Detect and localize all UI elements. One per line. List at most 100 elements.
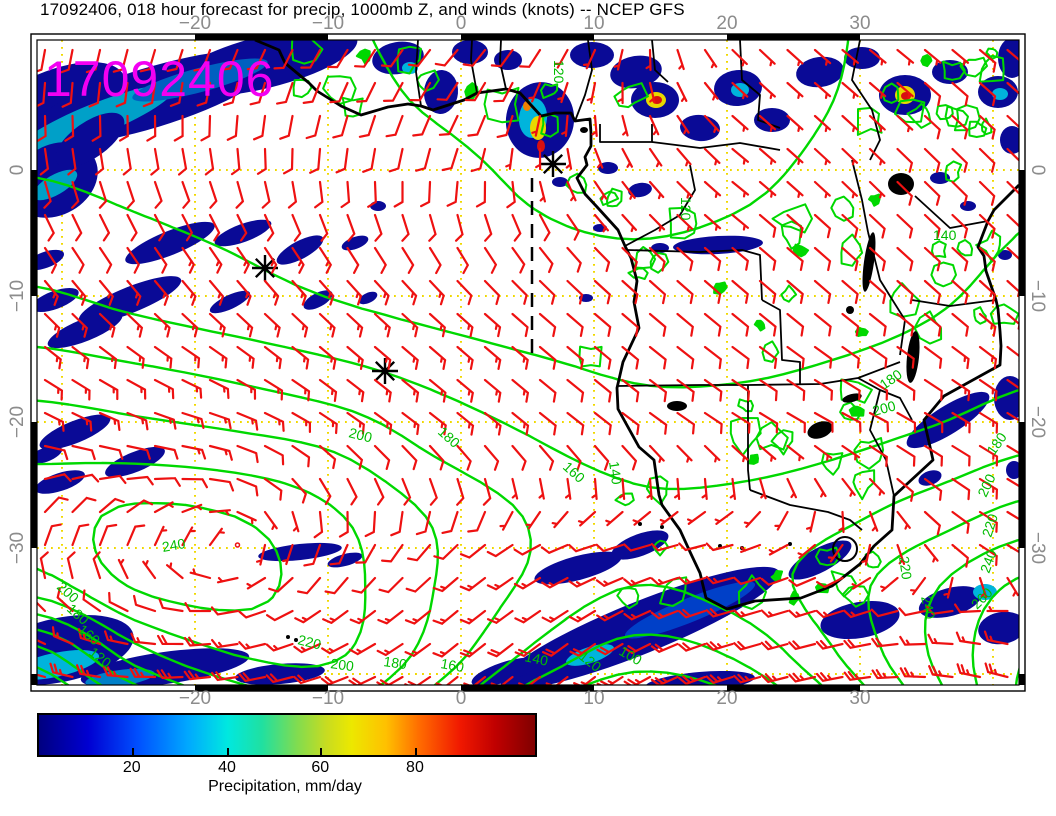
colorbar-label: Precipitation, mm/day (208, 778, 362, 795)
axis-tick-right: −10 (1027, 279, 1048, 313)
contour-label: 180 (983, 429, 1010, 457)
precip-cell (960, 201, 976, 211)
axis-tick-bottom: 20 (716, 688, 738, 709)
terrain-dot (286, 635, 290, 639)
contour-label: 220 (979, 512, 1002, 539)
plot-title: 17092406, 018 hour forecast for precip, … (40, 0, 685, 19)
precip-cell (1006, 461, 1019, 479)
precip-cell (39, 414, 111, 450)
precip-cell (303, 290, 333, 310)
country-border (599, 124, 653, 143)
lake (807, 421, 833, 439)
height-contour-level-240 (92, 501, 1019, 685)
axis-tick-top: −20 (178, 13, 212, 34)
colorbar-tickmark (131, 748, 134, 755)
contour-label: 120 (678, 197, 694, 221)
precip-cell (796, 56, 844, 88)
precip-cell (610, 55, 662, 89)
precip-cell (552, 177, 568, 187)
precip-cell (992, 88, 1008, 100)
axis-tick-bottom: 30 (849, 688, 871, 709)
height-contour-level-140 (37, 176, 1019, 685)
country-border (470, 40, 478, 94)
precip-cell (132, 58, 268, 102)
axis-tick-bottom: 0 (455, 688, 467, 709)
terrain-dot (638, 522, 642, 526)
station-asterisk-marker (252, 255, 278, 281)
precip-cell (214, 219, 272, 247)
country-border (869, 389, 895, 497)
lake (846, 306, 854, 314)
contour-label: 180 (383, 653, 409, 672)
country-border (574, 40, 593, 122)
precip-cell (918, 470, 942, 486)
lake (580, 127, 588, 133)
axis-tick-top: 0 (455, 13, 467, 34)
precip-cell (1000, 126, 1019, 154)
axis-tick-left: −10 (7, 279, 28, 313)
terrain-dot (660, 525, 664, 529)
precip-cell (47, 311, 123, 349)
precip-cell (994, 376, 1019, 420)
precip-cell (37, 169, 78, 201)
precip-cell (566, 644, 614, 666)
country-border (749, 489, 863, 531)
contour-label: 220 (896, 555, 915, 581)
height-contours (37, 40, 1019, 685)
colorbar-tickmark (226, 748, 229, 755)
contour-label: 140 (606, 460, 625, 486)
axis-tick-left: 0 (7, 164, 28, 176)
precip-cell (998, 250, 1012, 260)
country-border (761, 299, 801, 385)
height-contour-level-180 (37, 345, 1019, 685)
country-border (851, 159, 869, 233)
precip-cell (341, 235, 369, 251)
precip-cell (358, 291, 378, 305)
axis-tick-top: 30 (849, 13, 871, 34)
precip-cell (820, 600, 900, 640)
country-border (651, 141, 781, 151)
country-border (914, 195, 989, 229)
colorbar-tick-label: 40 (218, 759, 236, 776)
colorbar-tickmark (414, 748, 417, 755)
precip-cell (125, 221, 215, 265)
height-contour-level-200 (37, 399, 1019, 685)
height-contour-level-160 (37, 285, 1019, 685)
precip-cell (645, 670, 755, 685)
station-asterisk-marker (372, 358, 398, 384)
contour-label: 220 (296, 631, 323, 652)
contour-label: 120 (551, 60, 567, 84)
station-asterisk-marker (540, 151, 566, 177)
terrain-dot (294, 638, 298, 642)
lake (862, 232, 876, 292)
country-border (851, 40, 881, 161)
precip-cell (37, 615, 134, 685)
precip-cell (37, 249, 64, 271)
precip-cell (598, 162, 618, 174)
contour-label: 160 (439, 655, 465, 675)
precip-cell (370, 201, 386, 211)
lake (667, 401, 687, 411)
precip-cell (423, 70, 459, 114)
axis-tick-right: −30 (1027, 531, 1048, 565)
contour-label: 240 (918, 594, 939, 620)
precip-cell (611, 530, 669, 560)
axis-tick-bottom: −10 (311, 688, 345, 709)
precip-cell (276, 235, 324, 265)
country-border (415, 40, 422, 107)
precip-cell (37, 470, 85, 494)
country-border (627, 249, 763, 301)
lake (842, 393, 862, 403)
axis-tick-left: −30 (7, 531, 28, 565)
contour-label: 160 (560, 458, 588, 486)
contour-label: 200 (54, 578, 82, 606)
colorbar-tick-label: 60 (311, 759, 330, 776)
precip-cell (628, 182, 652, 198)
axis-tick-top: 10 (583, 13, 605, 34)
timestamp-overlay: 17092406 (44, 51, 275, 107)
colorbar-tick-label: 20 (122, 759, 141, 776)
contour-label: 140 (523, 648, 549, 669)
axis-tick-top: 20 (716, 13, 738, 34)
country-border (651, 40, 669, 83)
